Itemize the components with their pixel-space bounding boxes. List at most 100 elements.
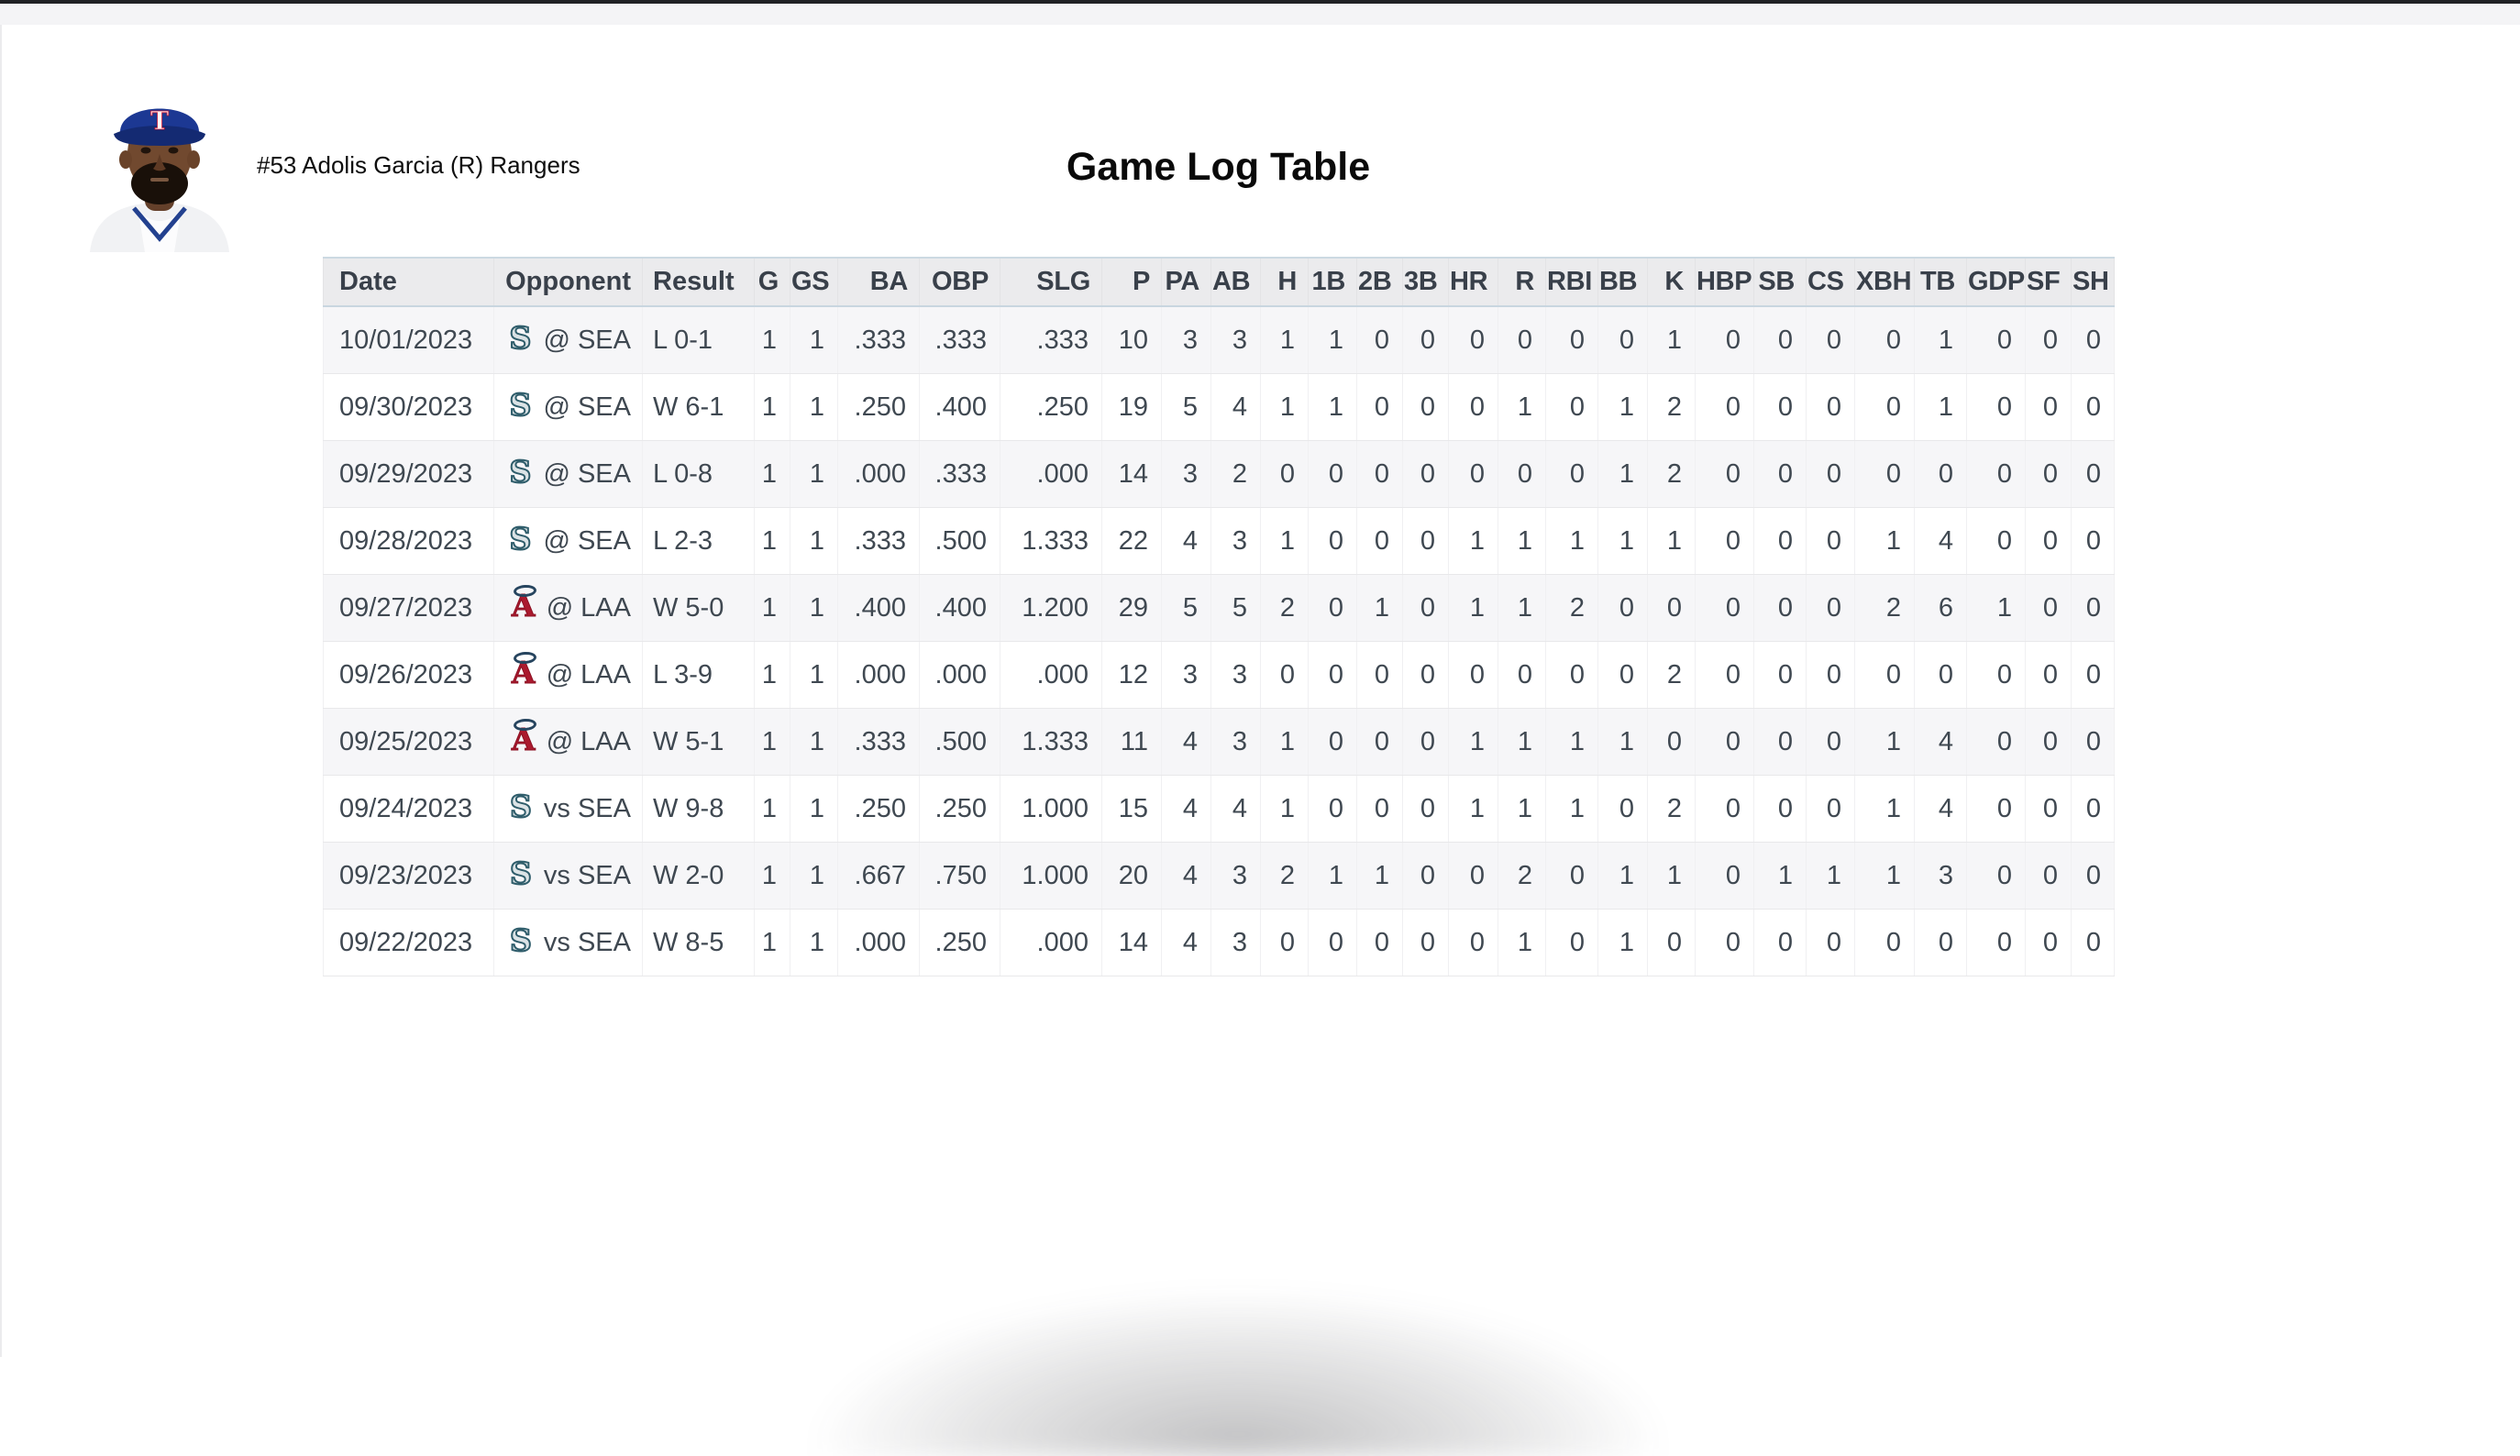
stat-cell: 0 <box>2025 641 2072 709</box>
date-cell: 09/29/2023 <box>323 440 494 508</box>
stat-cell: 1 <box>790 775 838 843</box>
stat-cell: .400 <box>919 574 1000 642</box>
stat-cell: .250 <box>1000 373 1102 441</box>
stat-cell: 0 <box>1753 507 1807 575</box>
seattle-mariners-logo-icon: S <box>509 386 533 423</box>
stat-cell: .000 <box>1000 641 1102 709</box>
stat-cell: 1 <box>1356 842 1403 910</box>
stat-cell: 0 <box>1545 842 1598 910</box>
stat-cell: 1 <box>1597 373 1648 441</box>
stat-cell: 0 <box>1966 641 2026 709</box>
game-row: 10/01/2023 S @ SEA L 0-1 1 1.333.333.333 10… <box>323 306 2115 374</box>
seattle-mariners-logo-icon: S <box>509 319 533 356</box>
stat-cell: 0 <box>2071 775 2115 843</box>
cap-T-logo: T <box>150 107 169 136</box>
stat-cell: 1 <box>790 306 838 374</box>
stat-cell: .750 <box>919 842 1000 910</box>
stat-cell: 1 <box>1597 909 1648 976</box>
stat-cell: 1 <box>1647 507 1696 575</box>
stat-cell: .500 <box>919 507 1000 575</box>
stat-cell: 3 <box>1210 842 1261 910</box>
stat-cell: 0 <box>1402 373 1449 441</box>
result-cell: W 5-0 <box>642 574 755 642</box>
stat-cell: 0 <box>1448 306 1498 374</box>
stat-cell: 1 <box>754 775 790 843</box>
date-cell: 09/27/2023 <box>323 574 494 642</box>
stat-cell: 0 <box>2025 507 2072 575</box>
opponent-label: vs SEA <box>543 927 631 957</box>
column-header-p: P <box>1101 257 1162 307</box>
stat-cell: 1 <box>1498 775 1546 843</box>
stat-cell: 0 <box>2025 909 2072 976</box>
stat-cell: 1 <box>1647 842 1696 910</box>
opponent-cell: A @ LAA <box>493 708 643 776</box>
stat-cell: 1 <box>1448 708 1498 776</box>
stat-cell: 5 <box>1161 373 1211 441</box>
stat-cell: 0 <box>1308 641 1357 709</box>
seattle-mariners-logo-icon: S <box>509 453 533 490</box>
seattle-mariners-logo-icon: S <box>509 520 533 557</box>
stat-cell: .000 <box>837 641 920 709</box>
stat-cell: 19 <box>1101 373 1162 441</box>
stat-cell: 0 <box>1356 306 1403 374</box>
stat-cell: 0 <box>1753 775 1807 843</box>
stat-cell: 1 <box>1854 708 1915 776</box>
stat-cell: 0 <box>2025 373 2072 441</box>
header-row: Date Opponent Result G GS BA OBP SLG P PA AB H 1B 2B 3… <box>323 257 2115 307</box>
stat-cell: 0 <box>1308 440 1357 508</box>
stat-cell: 0 <box>1545 641 1598 709</box>
opponent-label: @ LAA <box>546 726 631 756</box>
stat-cell: 11 <box>1101 708 1162 776</box>
stat-cell: 0 <box>2071 708 2115 776</box>
stat-cell: 1 <box>1498 909 1546 976</box>
stat-cell: 0 <box>1966 373 2026 441</box>
stat-cell: 0 <box>1498 440 1546 508</box>
stat-cell: 0 <box>1695 909 1754 976</box>
result-cell: W 8-5 <box>642 909 755 976</box>
stat-cell: 0 <box>1854 306 1915 374</box>
opponent-cell: S @ SEA <box>493 306 643 374</box>
stat-cell: 0 <box>1308 909 1357 976</box>
stat-cell: .333 <box>919 440 1000 508</box>
opponent-label: @ LAA <box>546 659 631 689</box>
stat-cell: 0 <box>1402 708 1449 776</box>
stat-cell: 3 <box>1161 440 1211 508</box>
stat-cell: 3 <box>1210 507 1261 575</box>
column-header-tb: TB <box>1914 257 1967 307</box>
top-edge-bar <box>0 0 2520 4</box>
column-header-rbi: RBI <box>1545 257 1598 307</box>
stat-cell: 0 <box>1695 440 1754 508</box>
stat-cell: 0 <box>1260 440 1309 508</box>
stat-cell: 0 <box>1854 440 1915 508</box>
stat-cell: 5 <box>1161 574 1211 642</box>
date-cell: 09/26/2023 <box>323 641 494 709</box>
result-cell: W 6-1 <box>642 373 755 441</box>
los-angeles-angels-logo-icon: A <box>509 656 538 688</box>
stat-cell: 1 <box>1753 842 1807 910</box>
game-row: 09/29/2023 S @ SEA L 0-8 1 1.000.333.000 14… <box>323 440 2115 508</box>
stat-cell: 0 <box>1308 507 1357 575</box>
page-left-edge <box>0 0 2 1357</box>
stat-cell: 0 <box>2071 373 2115 441</box>
stat-cell: 0 <box>1402 306 1449 374</box>
stat-cell: 0 <box>1806 909 1855 976</box>
stat-cell: 0 <box>1498 306 1546 374</box>
stat-cell: 22 <box>1101 507 1162 575</box>
stat-cell: 1 <box>1854 775 1915 843</box>
stat-cell: .333 <box>837 708 920 776</box>
stat-cell: 1 <box>1260 373 1309 441</box>
stat-cell: 10 <box>1101 306 1162 374</box>
stat-cell: 0 <box>1597 775 1648 843</box>
stat-cell: 1 <box>1260 708 1309 776</box>
column-header-bb: BB <box>1597 257 1648 307</box>
opponent-cell: S @ SEA <box>493 440 643 508</box>
stat-cell: 2 <box>1854 574 1915 642</box>
stat-cell: 0 <box>1498 641 1546 709</box>
stat-cell: 3 <box>1210 708 1261 776</box>
column-header-sf: SF <box>2025 257 2072 307</box>
opponent-cell: S @ SEA <box>493 373 643 441</box>
opponent-cell: A @ LAA <box>493 574 643 642</box>
